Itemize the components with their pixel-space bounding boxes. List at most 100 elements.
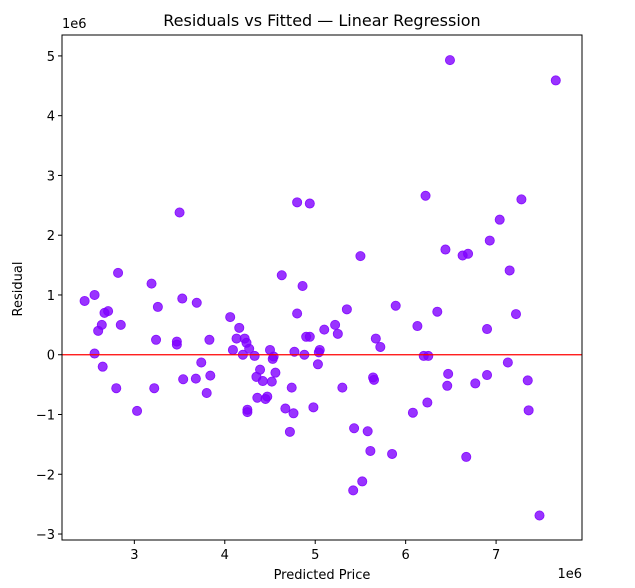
residual-point bbox=[244, 343, 255, 354]
residual-point bbox=[286, 382, 297, 393]
residual-point bbox=[111, 383, 122, 394]
residual-point bbox=[79, 295, 90, 306]
residual-point bbox=[149, 383, 160, 394]
residual-point bbox=[337, 382, 348, 393]
residual-point bbox=[89, 289, 100, 300]
residual-point bbox=[432, 306, 443, 317]
y-axis-title: Residual bbox=[11, 262, 26, 317]
residual-point bbox=[252, 392, 263, 403]
y-tick-label: 2 bbox=[47, 229, 55, 244]
residual-point bbox=[534, 510, 545, 521]
residual-point bbox=[266, 376, 277, 387]
x-tick-label: 6 bbox=[402, 548, 410, 563]
residual-point bbox=[357, 476, 368, 487]
residual-point bbox=[355, 251, 366, 262]
plot-layer: 3 4 5 6 7 −3 −2 −1 0 1 2 3 4 5 bbox=[36, 50, 582, 563]
residual-point bbox=[234, 322, 245, 333]
residual-point bbox=[470, 378, 481, 389]
residual-point bbox=[422, 397, 433, 408]
x-tick-label: 5 bbox=[311, 548, 319, 563]
residual-point bbox=[365, 445, 376, 456]
residual-point bbox=[370, 333, 381, 344]
residual-point bbox=[332, 328, 343, 339]
residual-point bbox=[227, 344, 238, 355]
y-tick-label: 3 bbox=[47, 169, 55, 184]
y-tick-label: 0 bbox=[47, 349, 55, 364]
residual-point bbox=[280, 403, 291, 414]
residual-point bbox=[292, 308, 303, 319]
residual-point bbox=[420, 190, 431, 201]
residual-point bbox=[304, 331, 315, 342]
residual-point bbox=[171, 339, 182, 350]
residual-point bbox=[494, 214, 505, 225]
residual-point bbox=[312, 359, 323, 370]
residual-point bbox=[482, 324, 493, 335]
residual-point bbox=[304, 198, 315, 209]
residual-point bbox=[151, 334, 162, 345]
residual-point bbox=[196, 357, 207, 368]
y-tick-label: −3 bbox=[36, 528, 55, 543]
y-tick-label: −2 bbox=[36, 468, 55, 483]
residual-point bbox=[314, 344, 325, 355]
x-tick-label: 7 bbox=[492, 548, 500, 563]
residual-point bbox=[270, 367, 281, 378]
residual-point bbox=[152, 301, 163, 312]
residual-point bbox=[349, 423, 360, 434]
residual-point bbox=[113, 267, 124, 278]
residual-point bbox=[103, 306, 114, 317]
residual-point bbox=[319, 324, 330, 335]
residual-point bbox=[407, 407, 418, 418]
residual-point bbox=[284, 426, 295, 437]
plot-frame bbox=[61, 34, 583, 541]
residual-point bbox=[204, 334, 215, 345]
residual-point bbox=[368, 374, 379, 385]
residual-point bbox=[308, 402, 319, 413]
residual-point bbox=[330, 319, 341, 330]
residual-point bbox=[387, 448, 398, 459]
residual-point bbox=[442, 380, 453, 391]
x-axis-multiplier: 1e6 bbox=[557, 567, 582, 582]
residual-point bbox=[257, 376, 268, 387]
chart-title: Residuals vs Fitted — Linear Regression bbox=[163, 11, 480, 30]
residual-point bbox=[177, 293, 188, 304]
residual-point bbox=[516, 194, 527, 205]
residual-point bbox=[115, 319, 126, 330]
residual-point bbox=[423, 350, 434, 361]
residual-point bbox=[225, 312, 236, 323]
residual-point bbox=[444, 55, 455, 66]
x-axis-title: Predicted Price bbox=[274, 568, 371, 583]
residual-point bbox=[146, 278, 157, 289]
residual-point bbox=[191, 297, 202, 308]
residual-point bbox=[463, 248, 474, 259]
y-tick-label: 5 bbox=[47, 50, 55, 65]
residual-point bbox=[288, 408, 299, 419]
residual-point bbox=[249, 350, 260, 361]
residual-point bbox=[502, 357, 513, 368]
residual-point bbox=[390, 300, 401, 311]
residual-point bbox=[276, 270, 287, 281]
residual-point bbox=[504, 265, 515, 276]
residual-point bbox=[242, 407, 253, 418]
residual-point bbox=[348, 485, 359, 496]
residual-point bbox=[482, 370, 493, 381]
residual-point bbox=[89, 348, 100, 359]
residual-point bbox=[440, 244, 451, 255]
y-tick-label: 1 bbox=[47, 289, 55, 304]
residual-point bbox=[523, 405, 534, 416]
residual-point bbox=[201, 387, 212, 398]
residual-point bbox=[412, 321, 423, 332]
y-tick-label: 4 bbox=[47, 110, 55, 125]
residual-point bbox=[268, 351, 279, 362]
residual-point bbox=[522, 375, 533, 386]
residual-point bbox=[443, 368, 454, 379]
residual-point bbox=[255, 364, 266, 375]
residual-point bbox=[190, 373, 201, 384]
residual-point bbox=[484, 235, 495, 246]
residual-point bbox=[178, 374, 189, 385]
y-tick-label: −1 bbox=[36, 408, 55, 423]
residual-point bbox=[97, 361, 108, 372]
residual-point bbox=[461, 451, 472, 462]
residual-point bbox=[205, 370, 216, 381]
residual-point bbox=[550, 75, 561, 86]
